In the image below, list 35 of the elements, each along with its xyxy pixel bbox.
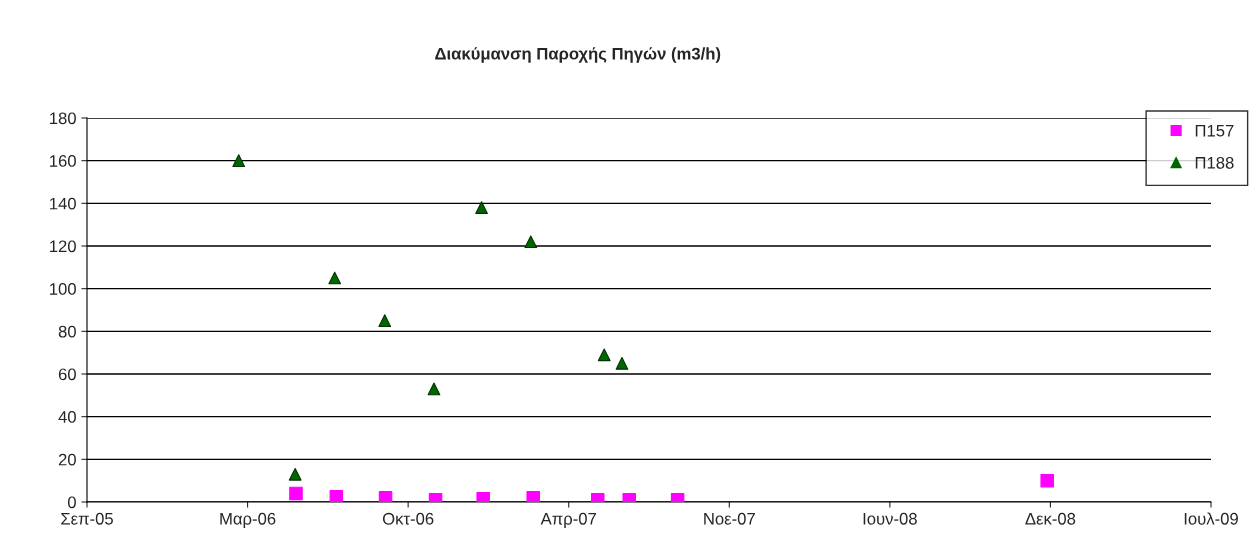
point	[328, 271, 342, 285]
point	[329, 489, 344, 502]
x-tick-label: Μαρ-06	[220, 512, 276, 528]
point	[475, 201, 488, 214]
x-tick-label: Δεκ-08	[1025, 512, 1076, 525]
x-tick-label: Απρ-07	[540, 512, 596, 528]
point	[1040, 473, 1054, 488]
point	[232, 154, 246, 168]
y-tick-label: 20	[58, 453, 76, 466]
point	[288, 467, 302, 481]
x-tick-label: Σεπ-05	[61, 512, 113, 525]
y-tick-label: 100	[50, 283, 76, 295]
y-tick-label: 160	[50, 155, 76, 167]
legend-label: Π188	[1195, 156, 1234, 169]
y-tick-label: 80	[58, 325, 76, 338]
point	[427, 382, 441, 396]
point	[615, 356, 629, 370]
y-tick-label: 0	[67, 496, 76, 509]
point	[378, 314, 392, 328]
legend-label: Π157	[1195, 124, 1234, 137]
x-tick-label: Νοε-07	[704, 512, 755, 525]
x-tick-label: Οκτ-06	[382, 512, 434, 525]
point	[526, 490, 540, 502]
chart-title: Διακύμανση Παροχής Πηγών (m3/h)	[435, 47, 721, 63]
point	[289, 486, 303, 501]
point	[378, 490, 393, 502]
y-tick-label: 140	[50, 197, 76, 210]
y-tick-label: 180	[50, 112, 76, 125]
y-tick-label: 40	[58, 411, 76, 423]
point	[597, 348, 611, 362]
x-tick-label: Ιουλ-09	[1184, 512, 1238, 525]
point	[524, 235, 538, 249]
x-tick-label: Ιουν-08	[863, 512, 917, 525]
y-tick-label: 60	[58, 368, 76, 381]
y-tick-label: 120	[50, 240, 76, 253]
